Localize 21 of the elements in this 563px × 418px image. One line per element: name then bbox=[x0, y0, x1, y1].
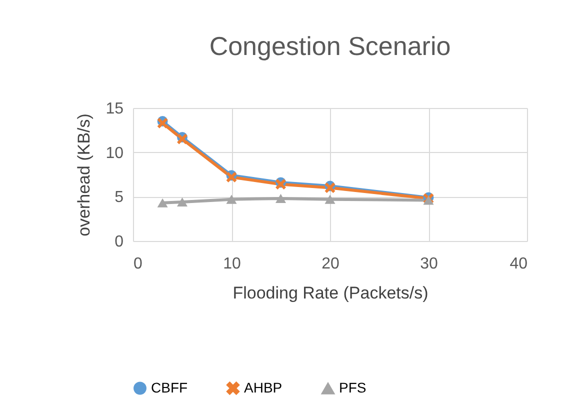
point bbox=[177, 197, 188, 207]
legend-label: AHBP bbox=[244, 379, 282, 396]
y-tick-label: 5 bbox=[114, 189, 124, 206]
x-tick-label: 0 bbox=[134, 256, 142, 272]
x-tick-label: 30 bbox=[420, 256, 438, 272]
chart-title: Congestion Scenario bbox=[209, 31, 451, 61]
legend-label: CBFF bbox=[151, 379, 188, 396]
point bbox=[423, 196, 434, 205]
point bbox=[157, 198, 168, 208]
x-tick-label: 40 bbox=[510, 256, 528, 272]
x-axis-title: Flooding Rate (Packets/s) bbox=[232, 284, 428, 302]
point bbox=[324, 194, 336, 204]
y-tick-label: 10 bbox=[106, 144, 124, 162]
x-tick-label: 20 bbox=[322, 256, 340, 272]
y-axis-title: overhead (KB/s) bbox=[74, 114, 94, 236]
x-tick-label: 10 bbox=[223, 256, 241, 272]
point bbox=[226, 194, 237, 204]
y-tick-label: 0 bbox=[114, 234, 124, 250]
y-tick-label: 15 bbox=[106, 100, 124, 118]
legend-label: PFS bbox=[339, 380, 366, 396]
point bbox=[276, 194, 286, 203]
